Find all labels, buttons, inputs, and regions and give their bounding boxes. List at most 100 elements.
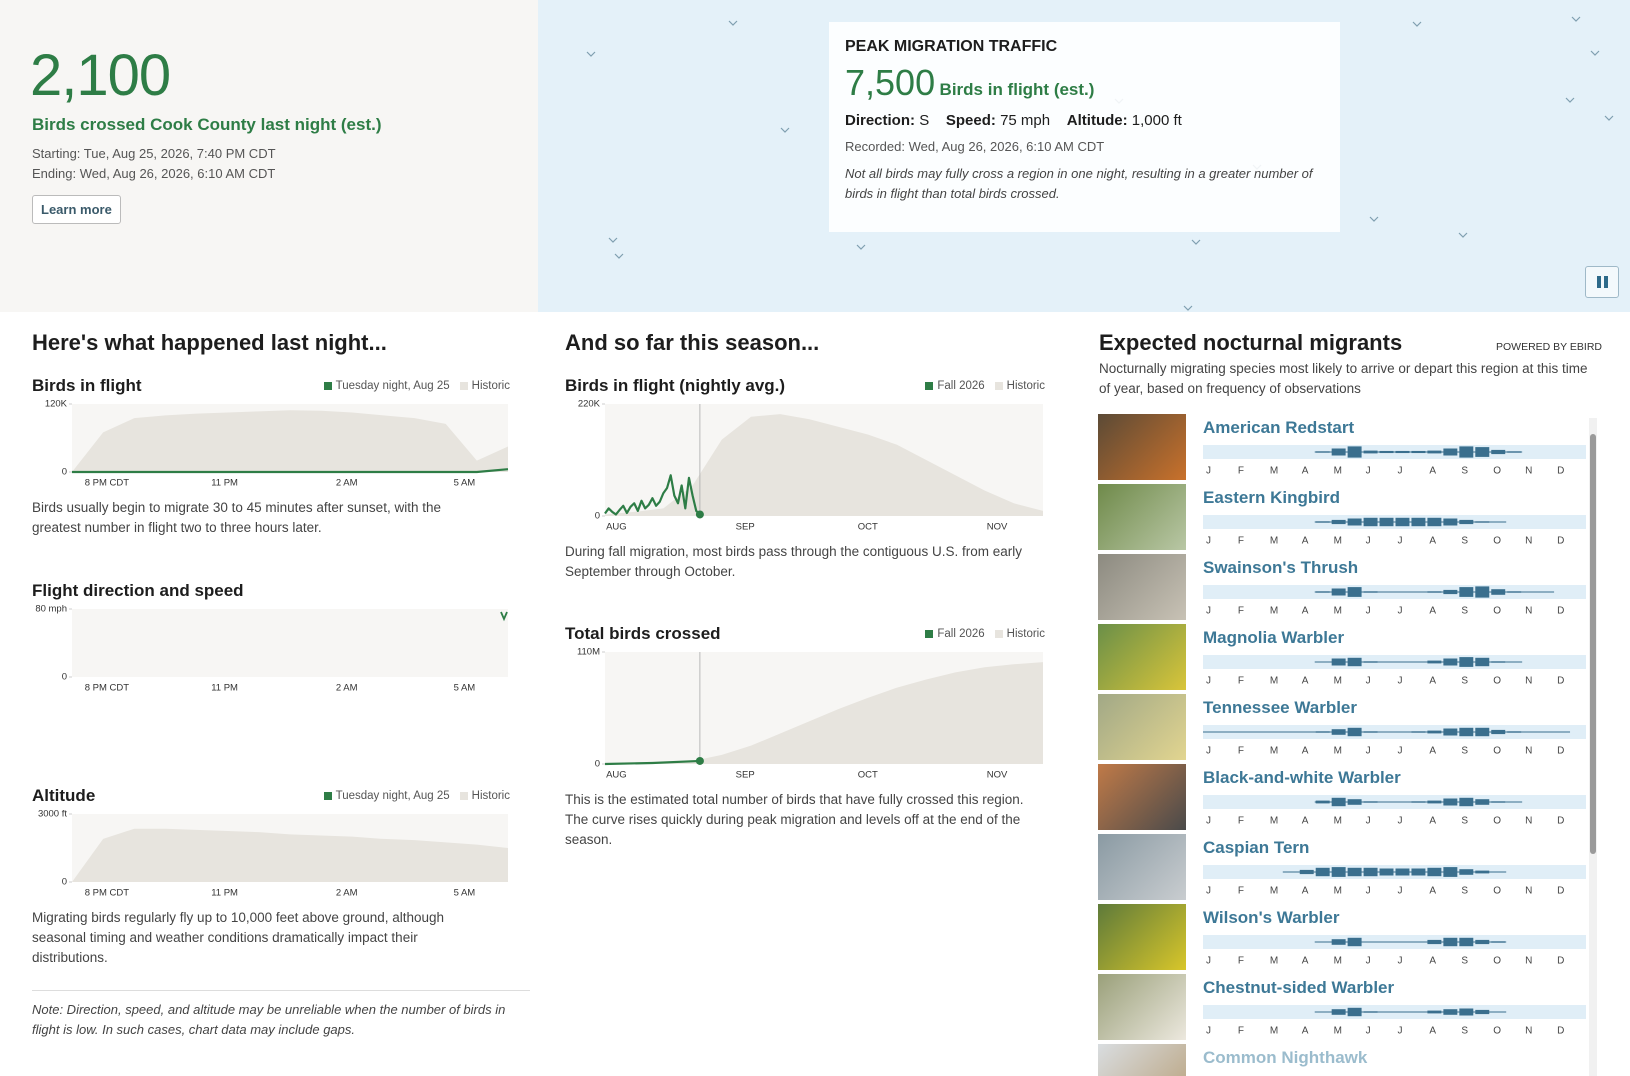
frequency-bar (1443, 798, 1458, 806)
month-label: O (1493, 676, 1501, 687)
legend-label: Tuesday night, Aug 25 (335, 790, 450, 802)
pause-icon (1597, 276, 1608, 288)
frequency-bar (1331, 939, 1346, 945)
species-name[interactable]: Chestnut-sided Warbler (1203, 978, 1395, 997)
historic-area (605, 662, 1043, 764)
month-label: J (1366, 816, 1371, 827)
month-label: M (1270, 1026, 1278, 1037)
month-label: A (1302, 886, 1309, 897)
peak-count: 7,500 (845, 62, 936, 103)
species-name[interactable]: Eastern Kingbird (1203, 488, 1340, 507)
frequency-bar (1443, 728, 1458, 736)
month-label: J (1206, 466, 1211, 477)
legend-item: Tuesday night, Aug 25 (323, 790, 450, 802)
chart-title: Flight direction and speed (32, 581, 244, 600)
frequency-bar (1475, 657, 1490, 667)
species-row: Swainson's Thrush J F M A M J J A S O N D (1098, 554, 1588, 624)
frequency-bar (1315, 1011, 1330, 1013)
month-label: J (1398, 816, 1403, 827)
frequency-bar (1379, 1011, 1394, 1013)
legend-swatch (994, 630, 1003, 638)
month-label: D (1557, 816, 1564, 827)
month-label: A (1429, 746, 1436, 757)
learn-more-button[interactable]: Learn more (32, 195, 121, 224)
month-label: O (1493, 746, 1501, 757)
frequency-bar (1315, 800, 1330, 804)
frequency-bar (1379, 868, 1394, 876)
frequency-bar (1331, 519, 1346, 525)
species-name[interactable]: Wilson's Warbler (1203, 908, 1340, 927)
frequency-bar (1395, 450, 1410, 454)
species-photo (1098, 904, 1186, 970)
frequency-bar (1331, 588, 1346, 596)
legend-item: Tuesday night, Aug 25 (323, 380, 450, 392)
month-label: M (1334, 956, 1342, 967)
species-row: Magnolia Warbler J F M A M J J A S O N D (1098, 624, 1588, 694)
frequency-bar (1427, 1010, 1442, 1014)
frequency-bar (1315, 661, 1330, 663)
month-label: J (1366, 466, 1371, 477)
frequency-bar (1347, 937, 1362, 947)
month-label: J (1398, 606, 1403, 617)
month-label: J (1206, 816, 1211, 827)
species-name[interactable]: Magnolia Warbler (1203, 628, 1345, 647)
frequency-bar (1491, 589, 1506, 595)
species-name[interactable]: Common Nighthawk (1203, 1048, 1368, 1067)
month-label: S (1461, 956, 1468, 967)
month-label: A (1302, 816, 1309, 827)
chart-plot: 0 120K 8 PM CDT 11 PM 2 AM 5 AM (45, 399, 509, 489)
hero-subtitle: Birds crossed Cook County last night (es… (32, 115, 382, 134)
month-label: S (1461, 466, 1468, 477)
species-list: American Redstart J F M A M J J A S O N D Eastern Kin… (1098, 414, 1588, 1076)
legend-swatch (459, 792, 468, 800)
frequency-bar (1363, 661, 1378, 663)
frequency-bar (1411, 868, 1426, 876)
month-label: J (1398, 886, 1403, 897)
frequency-bar (1523, 731, 1538, 733)
x-tick-label: AUG (606, 522, 627, 533)
species-name[interactable]: American Redstart (1203, 418, 1355, 437)
month-label: J (1398, 676, 1403, 687)
frequency-bar (1459, 587, 1474, 597)
month-label: M (1270, 746, 1278, 757)
frequency-bar (1491, 871, 1506, 873)
peak-count-label: Birds in flight (est.) (939, 80, 1095, 99)
frequency-bar (1411, 661, 1426, 663)
month-label: F (1238, 606, 1244, 617)
x-tick-label: 8 PM CDT (85, 888, 130, 899)
species-name[interactable]: Caspian Tern (1203, 838, 1310, 857)
scrollbar-thumb[interactable] (1590, 434, 1596, 854)
x-tick-label: 2 AM (336, 888, 358, 899)
species-name[interactable]: Tennessee Warbler (1203, 698, 1358, 717)
month-label: M (1270, 606, 1278, 617)
chart-plot: 0 220K AUG SEP OCT NOV (578, 399, 1043, 533)
pause-button[interactable] (1585, 266, 1619, 298)
y-tick-label: 0 (62, 672, 67, 683)
y-tick-label: 3000 ft (38, 809, 67, 820)
frequency-bar (1363, 450, 1378, 454)
species-name[interactable]: Black-and-white Warbler (1203, 768, 1401, 787)
frequency-bar (1459, 869, 1474, 875)
month-label: S (1461, 606, 1468, 617)
legend-item: Historic (459, 380, 510, 392)
frequency-bar (1459, 657, 1474, 667)
frequency-bar (1475, 1009, 1490, 1015)
month-label: M (1270, 956, 1278, 967)
series-line (604, 474, 701, 516)
species-name[interactable]: Swainson's Thrush (1203, 558, 1359, 577)
frequency-bar (1395, 731, 1410, 733)
month-label: A (1302, 746, 1309, 757)
frequency-bar (1363, 867, 1378, 877)
section-heading: And so far this season... (565, 330, 820, 355)
section-heading: Expected nocturnal migrants (1099, 330, 1403, 355)
frequency-bar (1395, 868, 1410, 876)
species-row: American Redstart J F M A M J J A S O N D (1098, 414, 1588, 484)
frequency-bar (1491, 521, 1506, 523)
month-label: F (1238, 816, 1244, 827)
month-label: A (1429, 676, 1436, 687)
month-label: J (1206, 606, 1211, 617)
frequency-bar (1363, 941, 1378, 943)
legend-item: Historic (459, 790, 510, 802)
